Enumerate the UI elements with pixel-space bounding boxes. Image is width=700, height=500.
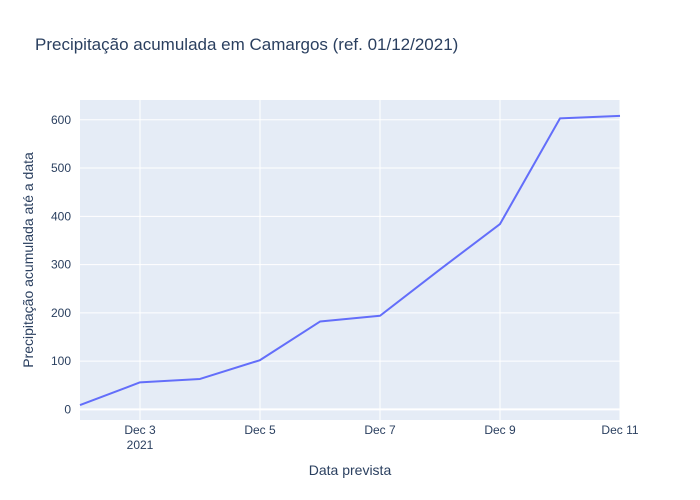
x-tick-sublabel: 2021 [127,438,154,452]
y-tick-label: 400 [51,209,71,223]
x-tick-label: Dec 7 [364,423,396,437]
grid-layer [80,100,621,420]
plot-area [80,100,620,420]
y-tick-label: 600 [51,113,71,127]
y-tick-label: 300 [51,258,71,272]
y-tick-label: 0 [64,402,71,416]
y-tick-label: 200 [51,306,71,320]
x-tick-label: Dec 9 [484,423,516,437]
x-tick-label: Dec 3 [124,423,156,437]
series-layer [79,114,621,406]
chart-title: Precipitação acumulada em Camargos (ref.… [35,35,458,54]
y-tick-label: 500 [51,161,71,175]
y-tick-label: 100 [51,354,71,368]
series-line [79,114,621,406]
y-axis-title: Precipitação acumulada até a data [20,152,36,368]
x-tick-label: Dec 5 [244,423,276,437]
x-axis-title: Data prevista [309,462,392,478]
x-tick-label: Dec 11 [601,423,638,437]
